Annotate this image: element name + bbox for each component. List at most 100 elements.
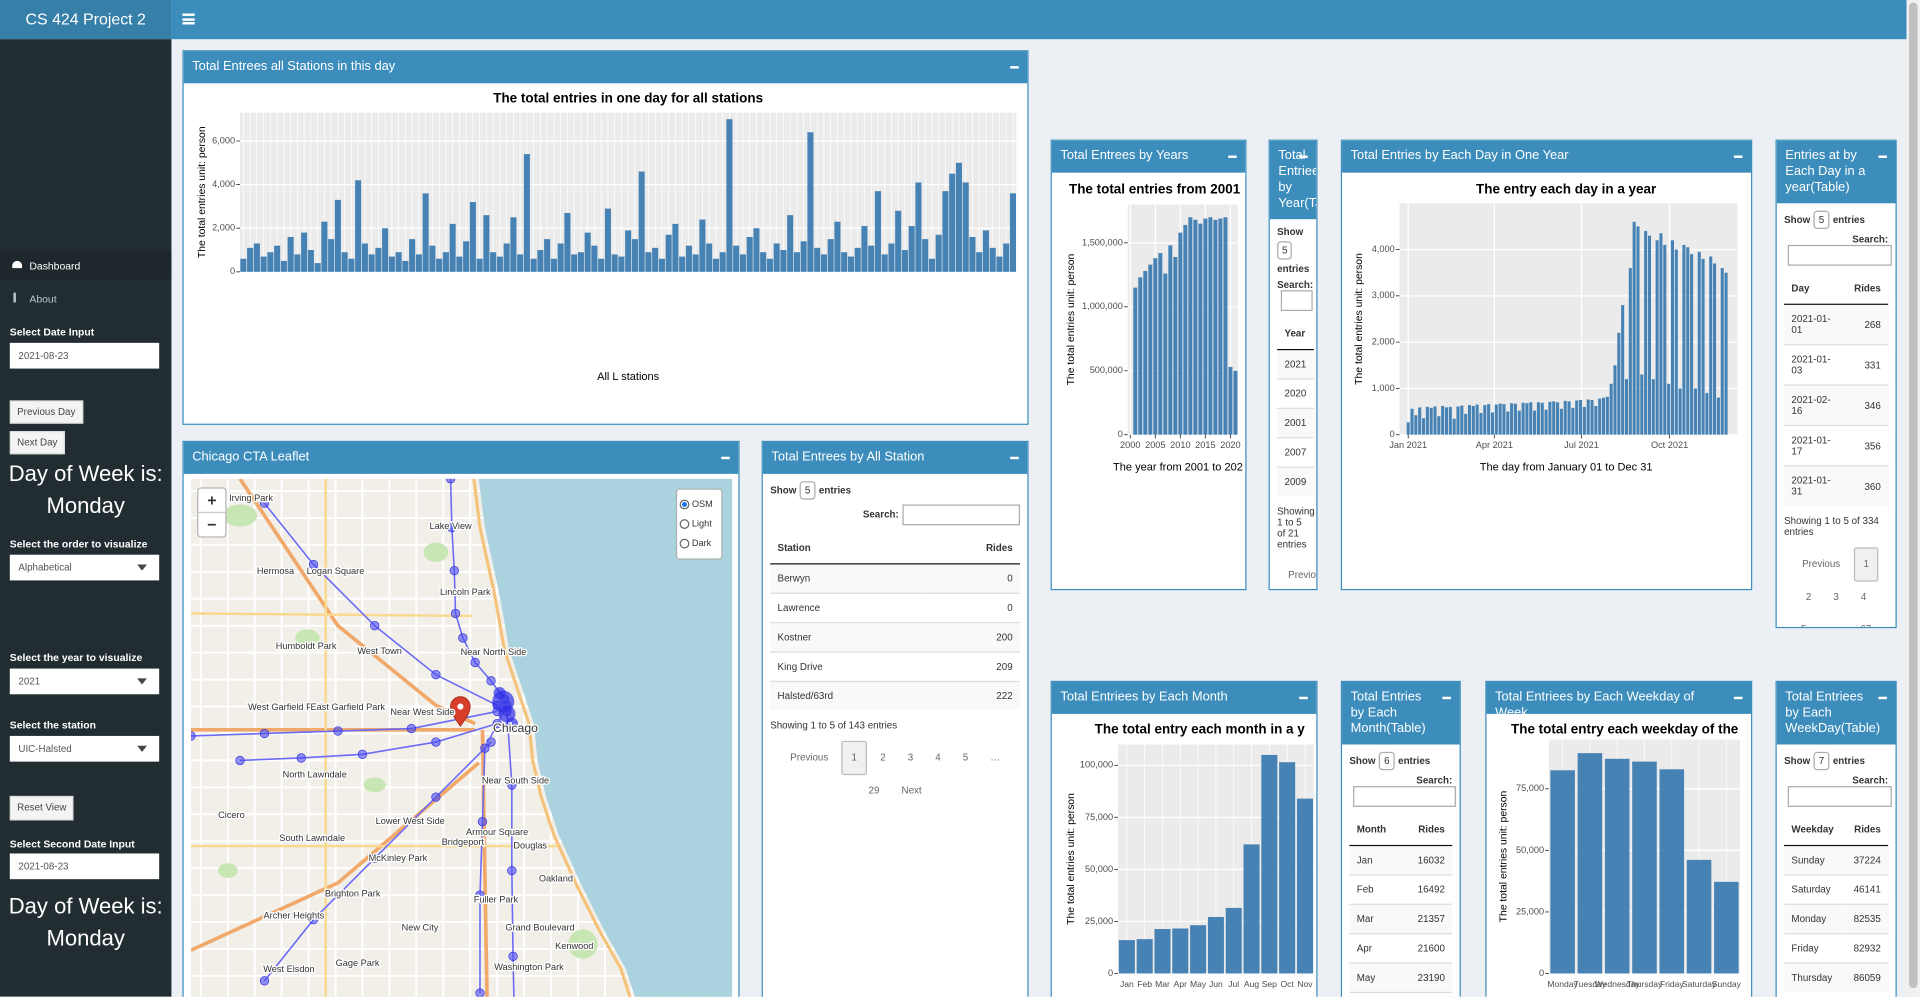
select[interactable]: 2021 bbox=[9, 668, 160, 695]
search-input[interactable] bbox=[1353, 786, 1456, 807]
column-header[interactable]: Weekday bbox=[1784, 814, 1845, 847]
select[interactable]: Alphabetical bbox=[9, 554, 160, 581]
length-select[interactable]: 6 bbox=[1379, 751, 1395, 771]
button[interactable]: Reset View bbox=[9, 795, 74, 821]
bar bbox=[1640, 374, 1644, 435]
scrollbar[interactable] bbox=[1906, 0, 1920, 997]
bar bbox=[989, 247, 996, 272]
length-select[interactable]: 5 bbox=[1277, 241, 1293, 260]
page-link[interactable]: Next bbox=[901, 784, 922, 796]
page-link[interactable]: 4 bbox=[935, 751, 941, 763]
collapse-button[interactable] bbox=[1010, 456, 1019, 459]
cell: 2001 bbox=[1277, 407, 1314, 438]
panel-header: Total Entrees by All Station bbox=[762, 442, 1028, 474]
page-link[interactable]: … bbox=[1820, 613, 1847, 627]
bar bbox=[976, 252, 983, 272]
row: 2001 bbox=[1277, 407, 1314, 438]
layer-option[interactable]: OSM bbox=[679, 495, 719, 515]
bar bbox=[625, 230, 632, 272]
cell: May bbox=[1349, 962, 1403, 993]
bar bbox=[1190, 925, 1207, 974]
panel: Total Entries by Each Day in One Year The… bbox=[1340, 139, 1753, 591]
zoom-in[interactable]: + bbox=[198, 489, 226, 514]
x-tick-label: Sunday bbox=[1712, 979, 1742, 989]
column-header[interactable]: Rides bbox=[1844, 814, 1889, 847]
page-link[interactable]: 29 bbox=[868, 784, 880, 796]
park bbox=[423, 542, 449, 563]
bar bbox=[780, 250, 787, 272]
page-link[interactable]: 2 bbox=[880, 751, 886, 763]
radio[interactable] bbox=[679, 519, 690, 529]
collapse-button[interactable] bbox=[1010, 66, 1019, 69]
column-header[interactable]: Day bbox=[1784, 273, 1847, 305]
button[interactable]: Previous Day bbox=[9, 400, 83, 424]
collapse-button[interactable] bbox=[1299, 155, 1308, 158]
column-header[interactable]: Rides bbox=[1402, 814, 1453, 847]
layer-option[interactable]: Dark bbox=[679, 534, 719, 554]
collapse-button[interactable] bbox=[1878, 155, 1887, 158]
collapse-button[interactable] bbox=[1733, 696, 1743, 699]
search-input[interactable] bbox=[1787, 244, 1892, 266]
page-link[interactable]: 67 bbox=[1852, 613, 1880, 627]
park bbox=[222, 504, 258, 527]
bar bbox=[1429, 407, 1433, 435]
date-input[interactable]: 2021-08-23 bbox=[9, 853, 160, 880]
column-header[interactable]: Month bbox=[1349, 814, 1403, 847]
page-link[interactable]: … bbox=[990, 751, 1001, 763]
radio[interactable] bbox=[679, 499, 690, 510]
layer-option[interactable]: Light bbox=[679, 514, 719, 534]
bar bbox=[1452, 418, 1456, 435]
search-input[interactable] bbox=[1787, 786, 1892, 807]
bar bbox=[1567, 401, 1571, 435]
map-label: Hermosa bbox=[257, 566, 295, 576]
select[interactable]: UIC-Halsted bbox=[9, 735, 160, 762]
station-marker bbox=[333, 726, 343, 736]
page-link[interactable]: 3 bbox=[1833, 591, 1839, 603]
zoom-out[interactable]: − bbox=[207, 515, 217, 534]
menu-item[interactable]: Dashboard bbox=[0, 251, 172, 280]
column-header[interactable]: Station bbox=[770, 532, 928, 565]
page-link[interactable]: 4 bbox=[1860, 591, 1867, 603]
bar bbox=[1609, 383, 1613, 435]
x-tick-label: Mar bbox=[1155, 979, 1170, 989]
bar bbox=[1670, 240, 1674, 435]
page-link[interactable]: 5 bbox=[962, 751, 969, 763]
bar bbox=[1173, 256, 1178, 435]
y-tick-label: 4,000 bbox=[212, 179, 235, 189]
page-link[interactable]: Previous bbox=[790, 751, 829, 763]
panel: Total Entries by Each Month(Table) Show 6 e… bbox=[1340, 680, 1461, 997]
page-link[interactable]: 2 bbox=[1805, 591, 1812, 603]
column-header[interactable]: Rides bbox=[927, 532, 1021, 565]
page-link[interactable]: 1 bbox=[841, 740, 867, 776]
bar bbox=[1579, 399, 1583, 435]
collapse-button[interactable] bbox=[1299, 696, 1308, 699]
collapse-button[interactable] bbox=[1878, 696, 1887, 699]
page-link[interactable]: Previous bbox=[1288, 569, 1316, 581]
length-select[interactable]: 5 bbox=[800, 481, 816, 500]
bar bbox=[901, 250, 908, 272]
length-select[interactable]: 5 bbox=[1813, 210, 1830, 229]
page-link[interactable]: Previous bbox=[1802, 558, 1841, 570]
button[interactable]: Next Day bbox=[9, 431, 65, 455]
bar bbox=[645, 252, 652, 272]
bar bbox=[1467, 405, 1472, 435]
page-link[interactable]: 5 bbox=[1792, 613, 1815, 627]
search-input[interactable] bbox=[1280, 290, 1313, 312]
menu-toggle[interactable] bbox=[182, 13, 195, 25]
page-link[interactable]: 1 bbox=[1853, 547, 1879, 582]
collapse-button[interactable] bbox=[721, 456, 730, 459]
column-header[interactable]: Rides bbox=[1846, 273, 1889, 305]
collapse-button[interactable] bbox=[1228, 155, 1237, 158]
page-link[interactable]: 3 bbox=[907, 751, 914, 763]
panel-body: Show 6 entries Search: Month Rides Jan 16032 Feb… bbox=[1342, 744, 1460, 997]
column-header[interactable]: Year bbox=[1277, 318, 1314, 351]
search-input[interactable] bbox=[902, 504, 1021, 526]
menu-item[interactable]: About bbox=[0, 284, 171, 312]
collapse-button[interactable] bbox=[1733, 155, 1743, 158]
date-input[interactable]: 2021-08-23 bbox=[9, 342, 160, 369]
collapse-button[interactable] bbox=[1442, 696, 1452, 699]
bar bbox=[274, 245, 281, 272]
length-select[interactable]: 7 bbox=[1813, 751, 1830, 771]
radio[interactable] bbox=[679, 538, 690, 549]
table-body: Jan 16032 Feb 16492 Mar 21357 Apr 21600 May 23190… bbox=[1349, 844, 1453, 997]
